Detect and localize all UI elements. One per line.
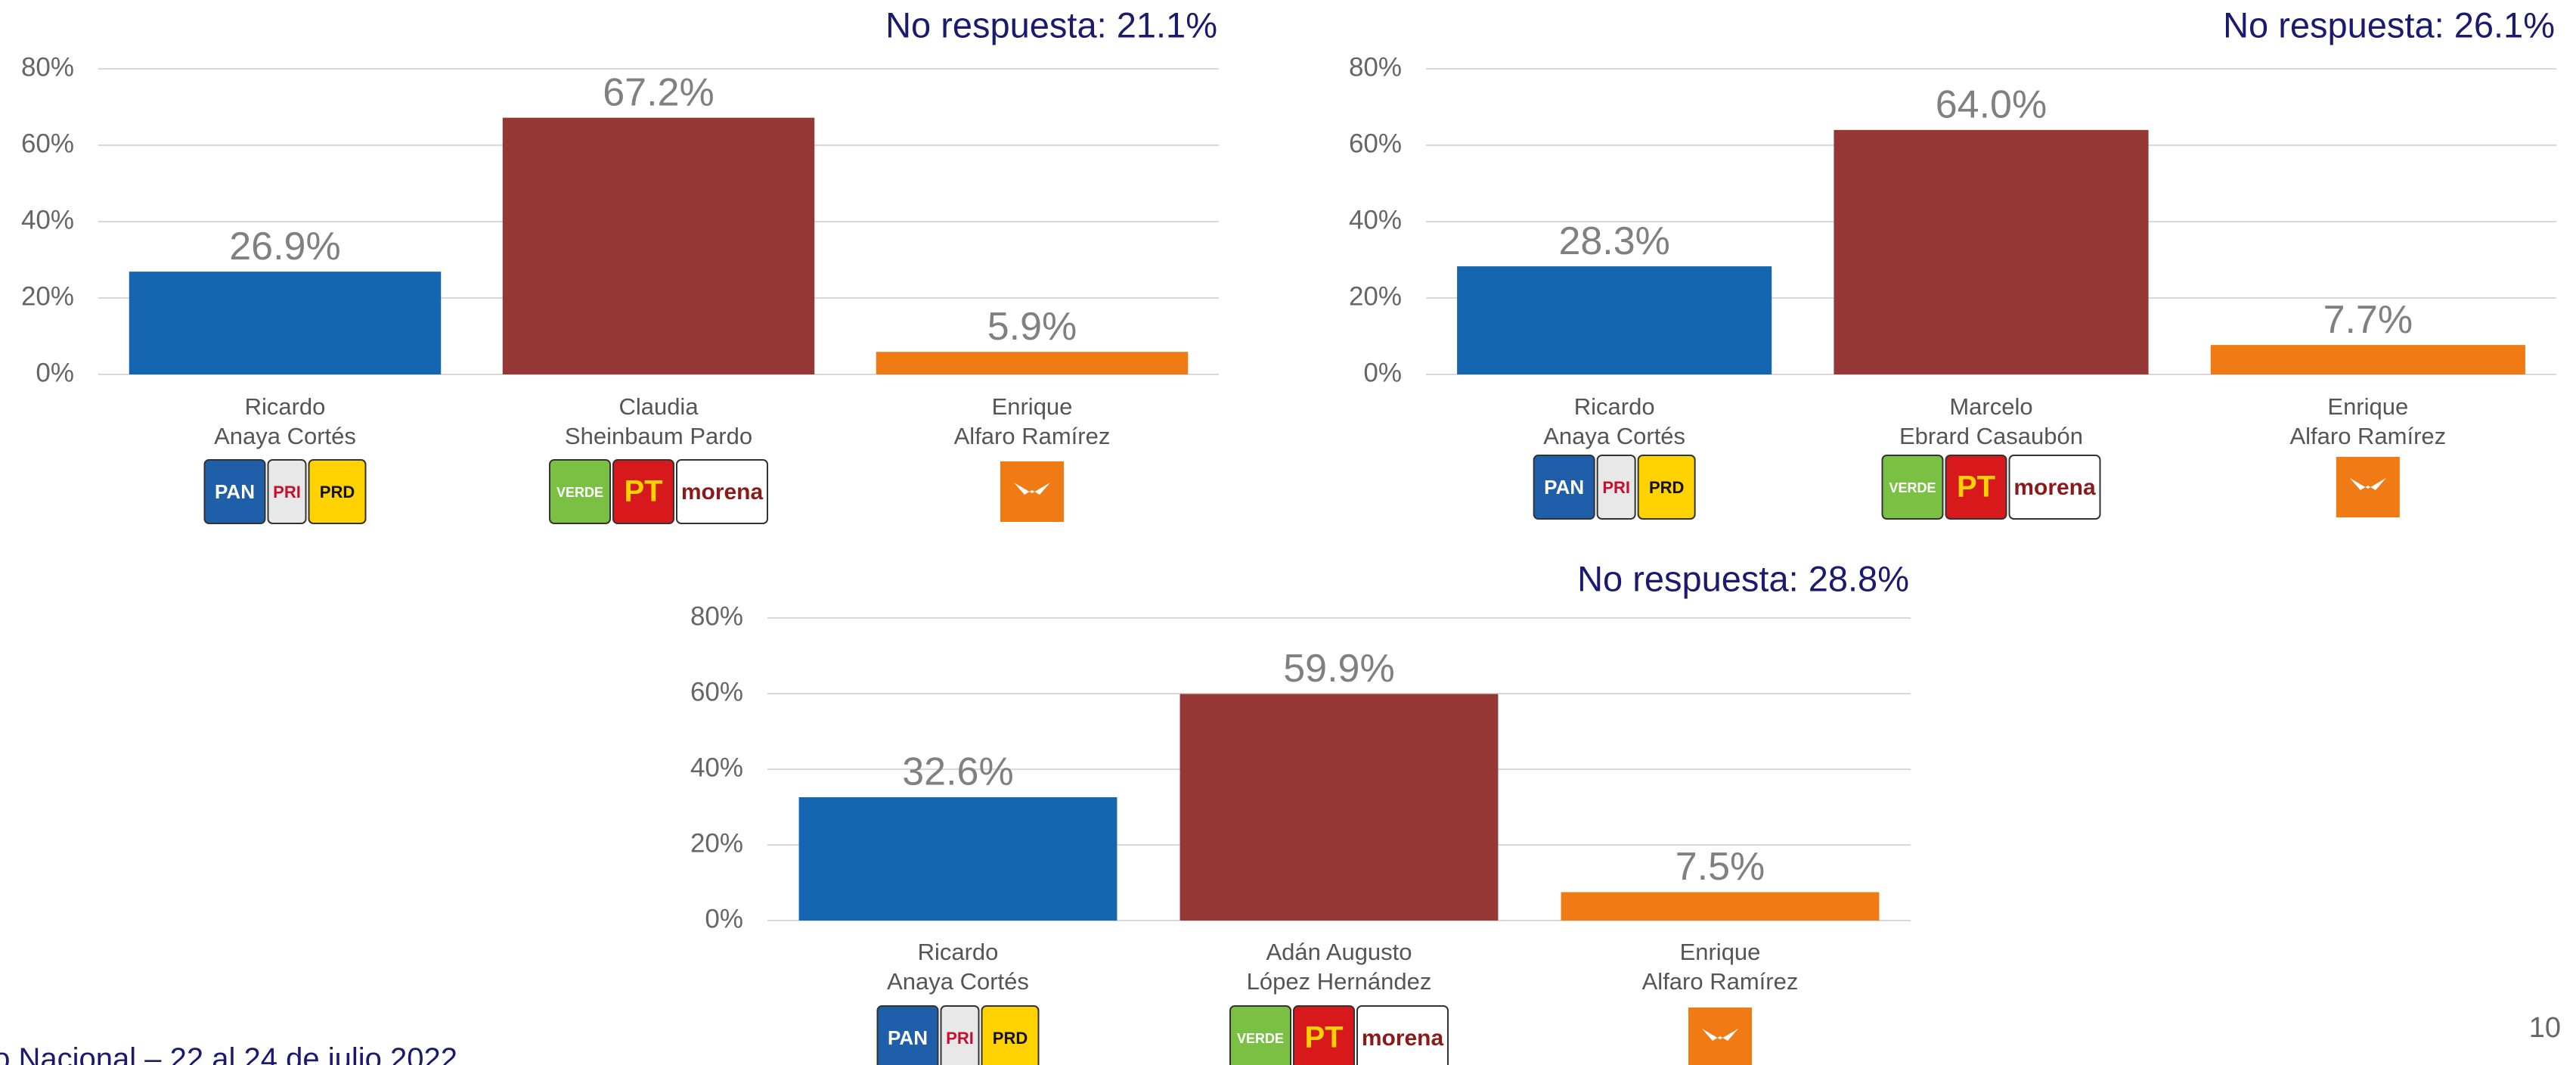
logo (940, 1005, 980, 1065)
value-label: 26.9% (229, 225, 340, 269)
logo-text: PRI (1602, 478, 1630, 497)
logo (876, 1005, 939, 1065)
value-label: 64.0% (1936, 83, 2047, 127)
x-tick-label: Ricardo Anaya Cortés (214, 393, 356, 449)
y-tick-label: 0% (36, 358, 74, 387)
logo (1596, 455, 1636, 520)
y-tick-label: 80% (690, 601, 743, 631)
bar (502, 117, 815, 374)
logo (2008, 455, 2101, 520)
logo-text: VERDE (1889, 480, 1936, 495)
bar (798, 797, 1118, 921)
logo-icon (1702, 1029, 1738, 1041)
logo-icon (1014, 483, 1050, 495)
logo (203, 459, 266, 524)
y-tick-label: 40% (21, 205, 74, 234)
y-tick-label: 60% (690, 677, 743, 706)
logo (981, 1005, 1040, 1065)
logo (1293, 1005, 1355, 1065)
y-tick-label: 0% (705, 904, 743, 933)
bar (1834, 129, 2149, 375)
logo (267, 459, 307, 524)
y-tick-label: 20% (690, 828, 743, 858)
logo (1533, 455, 1595, 520)
y-tick-label: 20% (21, 281, 74, 311)
logo-text: PRD (993, 1029, 1028, 1048)
logo (1356, 1005, 1449, 1065)
logo-text: PAN (1544, 476, 1584, 498)
annotation: No respuesta: 26.1% (2223, 5, 2555, 45)
value-label: 7.5% (1675, 845, 1765, 889)
logo-text: morena (681, 480, 764, 505)
annotation: No respuesta: 21.1% (885, 5, 1217, 45)
x-tick-label: Marcelo Ebrard Casaubón (1899, 393, 2083, 449)
x-tick-label: Enrique Alfaro Ramírez (2289, 393, 2447, 449)
logo (1637, 455, 1696, 520)
logo (308, 459, 367, 524)
annotation: No respuesta: 28.8% (1577, 558, 1909, 598)
x-tick-label: Ricardo Anaya Cortés (1543, 393, 1686, 449)
logo (1881, 455, 1944, 520)
logo-text: morena (2013, 475, 2096, 500)
y-tick-label: 80% (1349, 52, 1402, 82)
logo (1945, 455, 2007, 520)
value-label: 67.2% (603, 70, 714, 114)
value-label: 7.7% (2323, 298, 2413, 342)
logo (1229, 1005, 1291, 1065)
bar (876, 352, 1189, 374)
y-tick-label: 60% (1349, 129, 1402, 158)
logo-text: PRD (320, 483, 355, 501)
logo (612, 459, 674, 524)
y-tick-label: 0% (1363, 358, 1402, 387)
value-label: 28.3% (1558, 219, 1669, 263)
logo-text: PAN (888, 1026, 928, 1049)
page-number: 10 (2528, 1012, 2561, 1044)
value-label: 32.6% (902, 750, 1013, 794)
x-tick-label: Adán Augusto López Hernández (1246, 939, 1432, 995)
x-tick-label: Ricardo Anaya Cortés (887, 939, 1029, 995)
logo-text: PT (1304, 1021, 1343, 1054)
bar (2210, 345, 2525, 374)
y-tick-label: 20% (1349, 281, 1402, 311)
logo-text: PT (624, 475, 662, 508)
logo-text: VERDE (556, 485, 603, 500)
logo-text: PAN (215, 480, 255, 503)
y-tick-label: 60% (21, 129, 74, 158)
logo-icon (2349, 478, 2386, 490)
logo-text: PRD (1649, 478, 1684, 497)
logo-text: PRI (946, 1029, 974, 1048)
logo (676, 459, 768, 524)
footer: Estudio Nacional – 22 al 24 de julio 202… (0, 1042, 457, 1065)
bar (1457, 266, 1772, 374)
bar (129, 272, 442, 374)
bar (1180, 694, 1499, 921)
logo-text: PRI (273, 483, 301, 501)
y-tick-label: 80% (21, 52, 74, 82)
logo-text: morena (1362, 1026, 1444, 1051)
value-label: 5.9% (987, 305, 1077, 349)
logo (549, 459, 611, 524)
y-tick-label: 40% (1349, 205, 1402, 234)
x-tick-label: Claudia Sheinbaum Pardo (564, 393, 753, 449)
y-tick-label: 40% (690, 753, 743, 782)
logo-text: PT (1957, 470, 1995, 504)
x-tick-label: Enrique Alfaro Ramírez (953, 393, 1111, 449)
bar (1561, 892, 1880, 921)
logo-text: VERDE (1237, 1031, 1284, 1046)
x-tick-label: Enrique Alfaro Ramírez (1641, 939, 1799, 995)
value-label: 59.9% (1283, 647, 1394, 691)
